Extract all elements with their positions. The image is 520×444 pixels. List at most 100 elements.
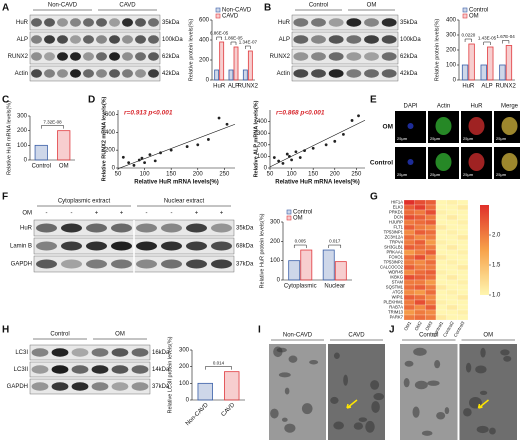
y-axis-label: Relative HuR mRNA levels(%) [6, 101, 12, 175]
blot-band [111, 223, 132, 233]
y-tick-label: 0 [206, 78, 210, 84]
group-label: OM [367, 3, 377, 9]
blot-band [161, 241, 182, 251]
heat-cell [403, 279, 415, 286]
heat-cell [457, 209, 469, 216]
column-label: DAPI [403, 104, 417, 110]
row-label: HuR [16, 20, 29, 26]
p-value: 0.005 [295, 239, 307, 244]
blot-band [109, 18, 120, 27]
heat-cell [425, 239, 437, 246]
blot-band [364, 18, 379, 27]
column-label: Actin [437, 104, 450, 110]
organelle [353, 422, 364, 430]
point [298, 156, 302, 159]
heat-cell [403, 264, 415, 271]
bracket [41, 125, 64, 129]
bar [499, 64, 506, 81]
organelle [371, 401, 380, 413]
kda-label: 62kDa [162, 54, 180, 60]
blot-band [364, 52, 379, 61]
heat-cell [446, 314, 458, 321]
heat-cell [446, 234, 458, 241]
organelle [412, 406, 420, 418]
point [324, 143, 328, 147]
x-tick-label: 100 [287, 172, 298, 178]
row-label: PARK7 [390, 315, 404, 320]
arrow [477, 399, 489, 409]
row-label: ALP [279, 37, 290, 43]
blot-band [293, 52, 309, 61]
kda-label: 42kDa [400, 71, 418, 77]
point [196, 143, 200, 147]
blot-band [111, 259, 132, 269]
y-tick-label: 200 [179, 364, 190, 370]
heat-cell [403, 294, 415, 301]
heat-cell [435, 299, 447, 306]
x-tick-label: ALP [481, 84, 492, 90]
organelle [444, 407, 450, 415]
bar [480, 64, 487, 81]
blot-band [111, 348, 129, 357]
blot-band [293, 18, 309, 27]
heat-cell [446, 299, 458, 306]
x-tick-label: Non-CAVD [185, 402, 210, 427]
row-label: Control [370, 160, 393, 167]
heat-cell [414, 209, 426, 216]
heat-cell [435, 204, 447, 211]
row-label: RUNX2 [8, 54, 29, 60]
x-tick-label: Nuclear [324, 284, 345, 290]
blot-band [83, 52, 94, 61]
colorbar-label: 1.0 [492, 293, 501, 299]
heat-cell [414, 234, 426, 241]
scale-bar-label: 25μm [463, 172, 474, 177]
heat-cell [425, 294, 437, 301]
heat-cell [457, 239, 469, 246]
heat-cell [435, 314, 447, 321]
organelle [284, 423, 296, 433]
kda-label: 42kDa [162, 71, 180, 77]
heat-cell [425, 244, 437, 251]
blot-band [131, 348, 149, 357]
heat-cell [457, 199, 469, 206]
heat-cell [446, 269, 458, 276]
legend-swatch [215, 13, 221, 19]
organelle [281, 417, 288, 422]
heat-cell [457, 264, 469, 271]
heat-cell [414, 294, 426, 301]
scale-bar-label: 25μm [430, 172, 441, 177]
bracket [328, 244, 342, 249]
heat-cell [446, 219, 458, 226]
heat-cell [403, 244, 415, 251]
heat-cell [425, 209, 437, 216]
blot-band [148, 18, 159, 27]
scale-bar-label: 25μm [496, 136, 507, 141]
blot-band [346, 35, 362, 44]
heat-cell [435, 294, 447, 301]
kda-label: 16kDa [152, 350, 170, 356]
organelle [413, 347, 427, 356]
blot-band [91, 382, 109, 391]
heat-cell [435, 224, 447, 231]
heat-cell [403, 284, 415, 291]
blot-band [311, 18, 326, 27]
sign-label: + [195, 211, 199, 217]
heat-cell [403, 209, 415, 216]
heat-cell [457, 309, 469, 316]
blot-band [136, 241, 157, 251]
blot-band [131, 365, 149, 374]
blot-band [311, 35, 326, 44]
heat-cell [457, 214, 469, 221]
group-label: Nuclear extract [164, 199, 205, 205]
heat-cell [414, 249, 426, 256]
legend-swatch [286, 215, 292, 221]
row-label: TRIM13 [388, 310, 404, 315]
bar [34, 144, 48, 161]
blot-band [135, 35, 146, 44]
blot-band [346, 52, 362, 61]
x-tick-label: 250 [219, 172, 230, 178]
micrograph [400, 344, 458, 440]
blot-band [328, 18, 344, 27]
blot-band [44, 35, 55, 44]
blot-band [148, 35, 159, 44]
